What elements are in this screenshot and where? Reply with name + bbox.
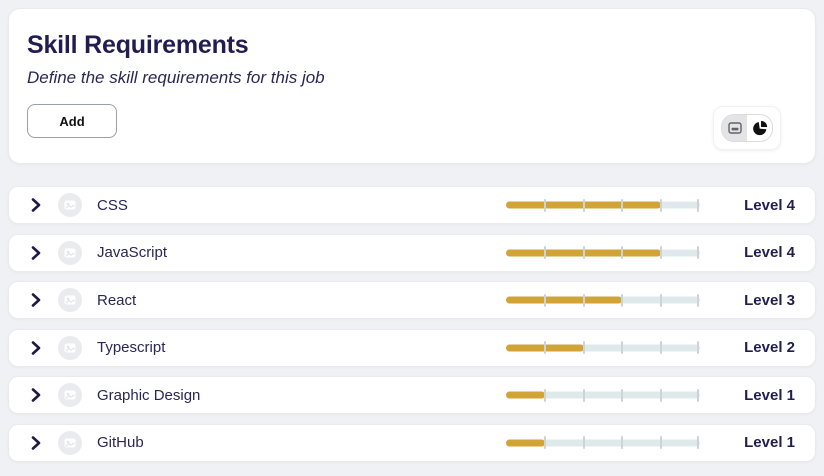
slider-tick <box>582 341 585 354</box>
level-slider[interactable] <box>506 196 700 214</box>
expand-chevron-icon[interactable] <box>27 434 45 452</box>
slider-tick <box>697 341 699 354</box>
skill-avatar <box>58 383 82 407</box>
slider-tick <box>543 388 546 402</box>
level-slider[interactable] <box>506 386 700 404</box>
skill-avatar <box>58 240 82 265</box>
skill-name: React <box>97 291 137 309</box>
skill-name: Typescript <box>97 339 166 356</box>
slider-tick <box>660 293 663 307</box>
image-placeholder-icon <box>64 200 76 210</box>
skill-row: CSS Level 4 <box>8 186 816 224</box>
expand-chevron-icon[interactable] <box>27 244 45 262</box>
slider-track <box>506 436 700 449</box>
slider-fill <box>506 439 545 446</box>
skill-avatar <box>58 430 82 455</box>
slider-tick <box>660 388 663 402</box>
slider-track <box>506 198 700 212</box>
slider-tick <box>660 436 663 449</box>
slider-tick <box>582 293 585 307</box>
slider-tick <box>697 388 699 402</box>
slider-tick <box>621 341 624 354</box>
skill-name: CSS <box>97 196 128 214</box>
slider-tick <box>543 341 546 354</box>
slider-fill <box>506 391 545 399</box>
chart-view-toggle-button[interactable] <box>747 115 772 141</box>
image-placeholder-icon <box>64 248 76 257</box>
skill-row: Graphic Design Level 1 <box>8 376 816 414</box>
level-label: Level 3 <box>744 291 795 309</box>
expand-chevron-icon[interactable] <box>27 196 45 214</box>
skill-avatar <box>58 193 82 217</box>
slider-tick <box>582 246 585 259</box>
slider-tick <box>660 341 663 354</box>
image-placeholder-icon <box>64 390 76 400</box>
level-slider[interactable] <box>506 434 700 452</box>
skill-row: JavaScript Level 4 <box>8 233 816 272</box>
level-label: Level 4 <box>744 244 795 261</box>
image-placeholder-icon <box>64 438 76 447</box>
skill-row: React Level 3 <box>8 281 816 319</box>
slider-tick <box>697 246 699 259</box>
skill-avatar <box>58 335 82 360</box>
slider-tick <box>660 246 663 259</box>
slider-tick <box>582 198 585 212</box>
slider-tick <box>543 246 546 259</box>
slider-tick <box>543 293 546 307</box>
slider-track <box>506 341 700 354</box>
level-slider[interactable] <box>506 244 700 262</box>
slider-tick <box>543 198 546 212</box>
slider-tick <box>697 198 699 212</box>
slider-tick <box>660 198 663 212</box>
skill-avatar <box>58 288 82 312</box>
slider-tick <box>621 246 624 259</box>
slider-tick <box>621 198 624 212</box>
skill-row: Typescript Level 2 <box>8 328 816 367</box>
expand-chevron-icon[interactable] <box>27 386 45 404</box>
slider-tick <box>582 436 585 449</box>
expand-chevron-icon[interactable] <box>27 291 45 309</box>
add-skill-button[interactable]: Add <box>27 104 117 138</box>
view-toggle-card <box>713 106 781 150</box>
level-label: Level 1 <box>744 434 795 451</box>
expand-chevron-icon[interactable] <box>27 339 45 357</box>
skill-row: GitHub Level 1 <box>8 423 816 462</box>
slider-tick <box>621 388 624 402</box>
card-list-icon <box>727 122 742 134</box>
page-title: Skill Requirements <box>27 31 249 59</box>
slider-track <box>506 246 700 259</box>
slider-track <box>506 293 700 307</box>
image-placeholder-icon <box>64 343 76 352</box>
skill-list: CSS Level 4 JavaScript <box>8 186 816 462</box>
skill-name: Graphic Design <box>97 386 201 404</box>
skill-requirements-header-card: Skill Requirements Define the skill requ… <box>8 8 816 164</box>
slider-tick <box>697 436 699 449</box>
slider-tick <box>697 293 699 307</box>
list-view-toggle-button[interactable] <box>722 115 747 141</box>
slider-tick <box>621 436 624 449</box>
slider-tick <box>543 436 546 449</box>
level-label: Level 4 <box>744 196 795 214</box>
slider-tick <box>582 388 585 402</box>
level-slider[interactable] <box>506 291 700 309</box>
slider-fill <box>506 296 623 304</box>
pie-chart-icon <box>752 120 768 136</box>
level-slider[interactable] <box>506 339 700 357</box>
page-subtitle: Define the skill requirements for this j… <box>27 68 325 87</box>
view-toggle <box>721 114 773 142</box>
image-placeholder-icon <box>64 295 76 305</box>
skill-name: GitHub <box>97 434 144 451</box>
level-label: Level 2 <box>744 339 795 356</box>
level-label: Level 1 <box>744 386 795 404</box>
slider-track <box>506 388 700 402</box>
slider-tick <box>621 293 624 307</box>
skill-name: JavaScript <box>97 244 168 261</box>
